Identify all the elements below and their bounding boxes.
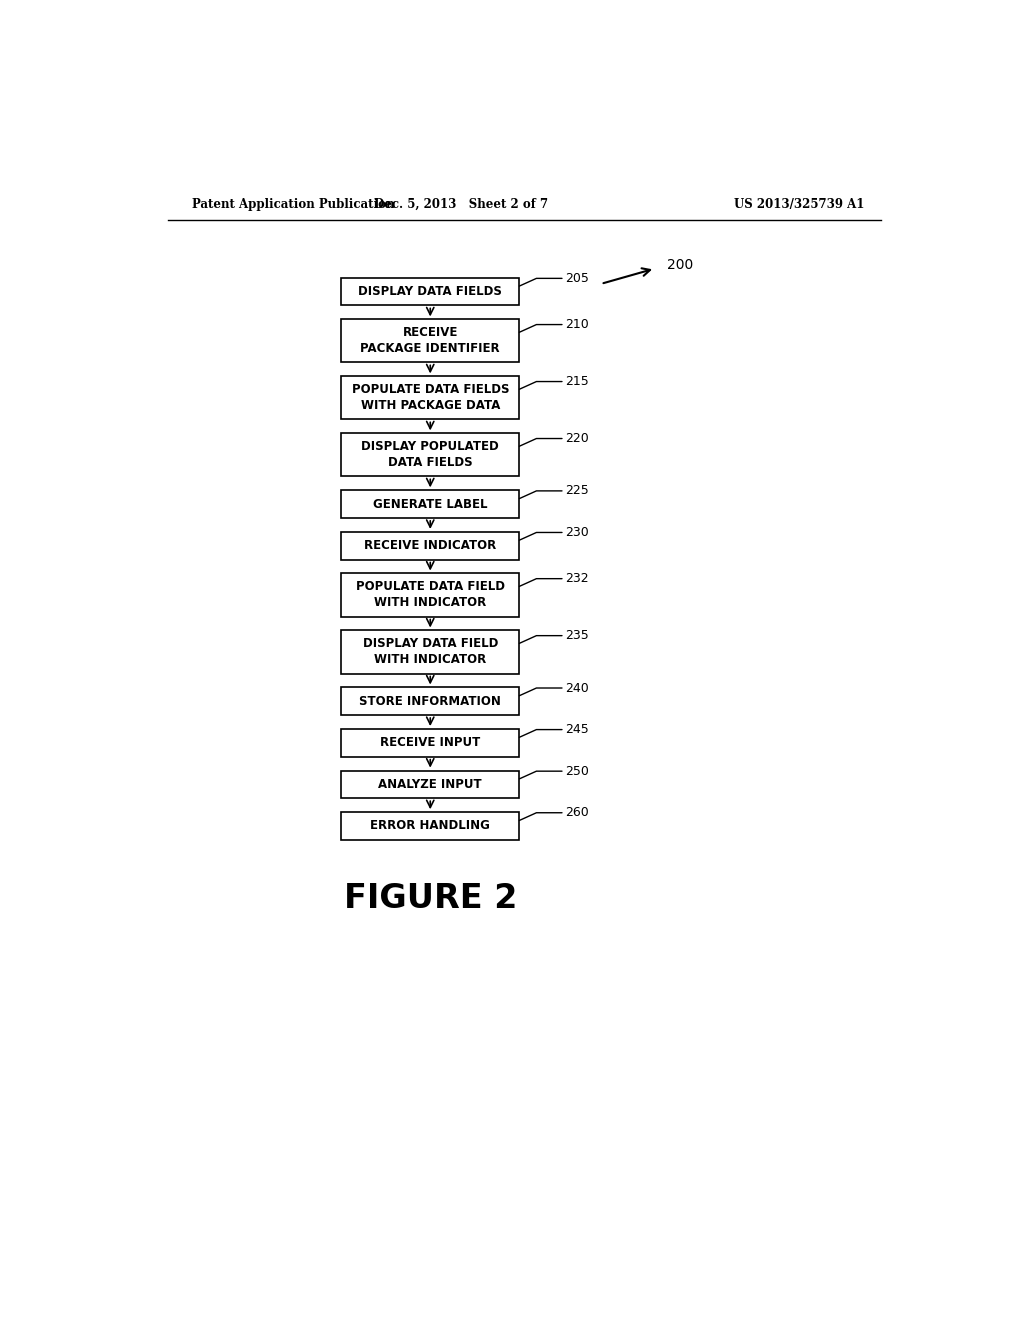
Text: RECEIVE INPUT: RECEIVE INPUT: [380, 737, 480, 750]
Text: FIGURE 2: FIGURE 2: [344, 882, 517, 915]
Bar: [341, 771, 519, 799]
Text: Patent Application Publication: Patent Application Publication: [191, 198, 394, 211]
Text: 240: 240: [565, 681, 589, 694]
Bar: [341, 319, 519, 363]
Bar: [341, 532, 519, 560]
Text: 210: 210: [565, 318, 589, 331]
Text: RECEIVE INDICATOR: RECEIVE INDICATOR: [365, 539, 497, 552]
Text: ERROR HANDLING: ERROR HANDLING: [371, 820, 490, 833]
Bar: [341, 812, 519, 840]
Text: 225: 225: [565, 484, 589, 498]
Bar: [341, 688, 519, 715]
Text: 205: 205: [565, 272, 589, 285]
Text: 200: 200: [667, 257, 693, 272]
Bar: [341, 277, 519, 305]
Text: GENERATE LABEL: GENERATE LABEL: [373, 498, 487, 511]
Text: Dec. 5, 2013   Sheet 2 of 7: Dec. 5, 2013 Sheet 2 of 7: [374, 198, 548, 211]
Text: US 2013/325739 A1: US 2013/325739 A1: [734, 198, 864, 211]
Text: POPULATE DATA FIELD
WITH INDICATOR: POPULATE DATA FIELD WITH INDICATOR: [355, 581, 505, 610]
Text: DISPLAY DATA FIELD
WITH INDICATOR: DISPLAY DATA FIELD WITH INDICATOR: [362, 638, 498, 667]
Text: DISPLAY POPULATED
DATA FIELDS: DISPLAY POPULATED DATA FIELDS: [361, 441, 499, 470]
Text: 220: 220: [565, 432, 589, 445]
Text: 245: 245: [565, 723, 589, 737]
Text: POPULATE DATA FIELDS
WITH PACKAGE DATA: POPULATE DATA FIELDS WITH PACKAGE DATA: [351, 383, 509, 412]
Bar: [341, 433, 519, 477]
Text: 230: 230: [565, 525, 589, 539]
Text: RECEIVE
PACKAGE IDENTIFIER: RECEIVE PACKAGE IDENTIFIER: [360, 326, 500, 355]
Bar: [341, 631, 519, 673]
Text: DISPLAY DATA FIELDS: DISPLAY DATA FIELDS: [358, 285, 502, 298]
Bar: [341, 729, 519, 756]
Bar: [341, 490, 519, 517]
Bar: [341, 376, 519, 420]
Text: STORE INFORMATION: STORE INFORMATION: [359, 694, 501, 708]
Text: 232: 232: [565, 572, 589, 585]
Text: 215: 215: [565, 375, 589, 388]
Text: 250: 250: [565, 764, 589, 777]
Bar: [341, 573, 519, 616]
Text: ANALYZE INPUT: ANALYZE INPUT: [379, 777, 482, 791]
Text: 260: 260: [565, 807, 589, 820]
Text: 235: 235: [565, 630, 589, 642]
